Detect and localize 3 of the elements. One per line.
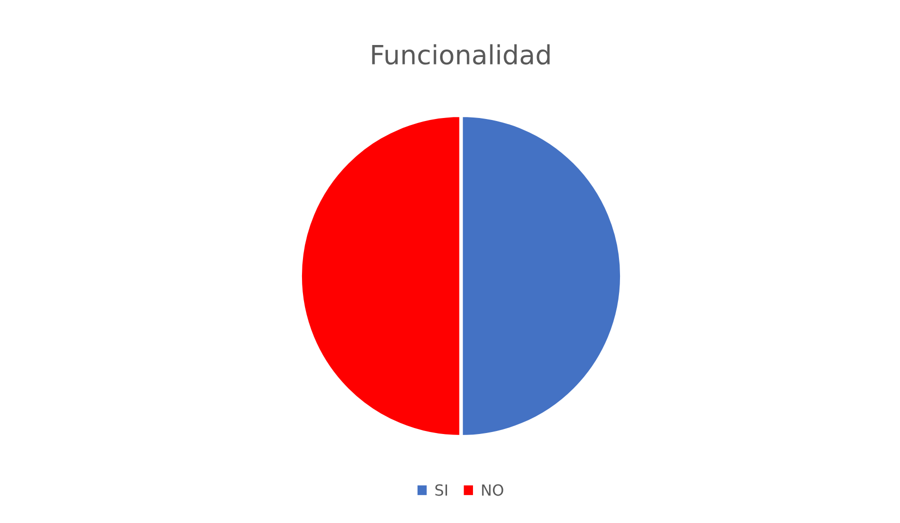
legend-label: SI [435, 484, 448, 496]
chart-title: Funcionalidad [372, 44, 550, 65]
legend-label: NO [482, 484, 504, 496]
